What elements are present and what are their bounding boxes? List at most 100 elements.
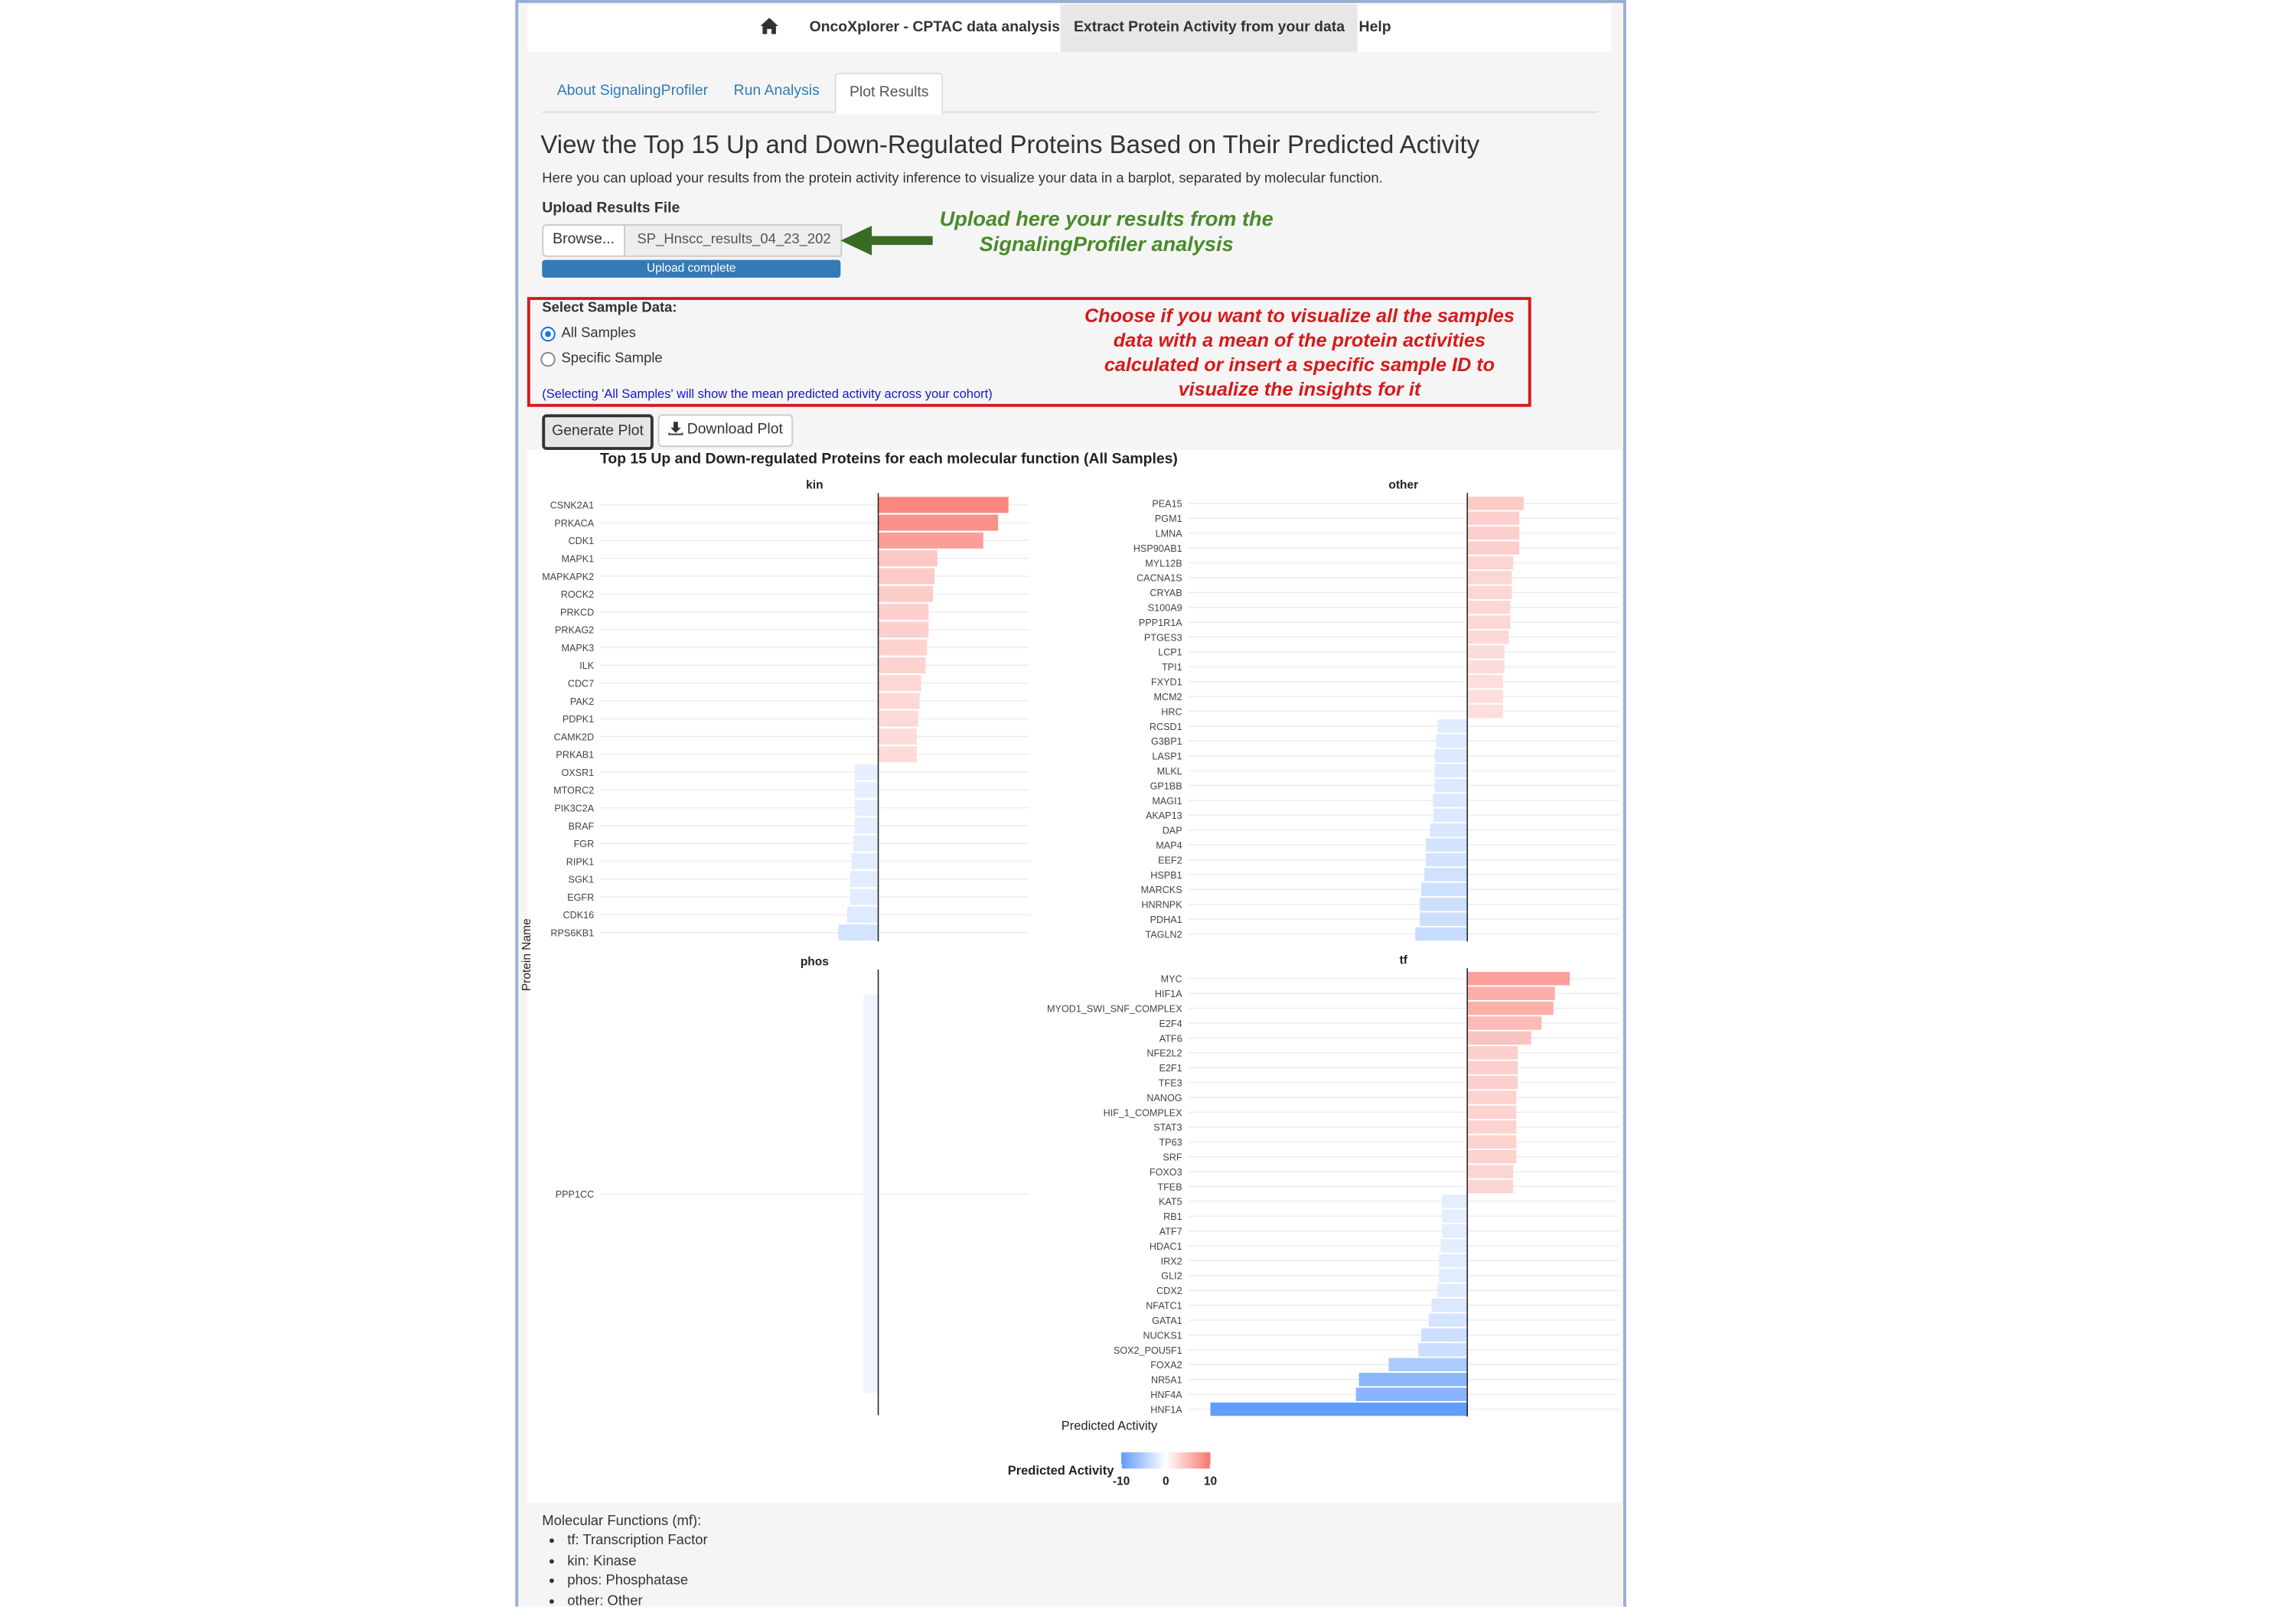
bar — [1424, 868, 1468, 882]
bar — [1467, 1061, 1518, 1074]
browse-button[interactable]: Browse... — [542, 224, 625, 257]
colorbar-tick-label: 0 — [1163, 1475, 1169, 1488]
y-tick-label: PRKACA — [554, 518, 594, 529]
y-tick-label: CDK16 — [563, 910, 595, 921]
generate-button[interactable]: Generate Plot — [542, 414, 654, 450]
footer-item: phos: Phosphatase — [567, 1571, 707, 1591]
y-tick-label: MCM2 — [1153, 692, 1182, 702]
bar — [846, 906, 879, 923]
bar — [1467, 1135, 1517, 1149]
y-tick-label: FOXA2 — [1150, 1360, 1182, 1371]
radio-label[interactable]: Specific Sample — [561, 350, 663, 367]
y-tick-label: MARCKS — [1141, 885, 1182, 895]
y-tick-label: TAGLN2 — [1146, 929, 1182, 940]
y-tick-label: DAP — [1163, 826, 1182, 836]
bar — [878, 639, 928, 656]
facet-label: other — [1388, 478, 1418, 491]
radio-button[interactable] — [540, 326, 556, 342]
y-tick-label: TPI1 — [1162, 662, 1182, 673]
y-tick-label: MLKL — [1157, 766, 1182, 777]
y-tick-label: TFEB — [1157, 1182, 1182, 1192]
y-tick-label: GATA1 — [1152, 1315, 1182, 1326]
file-name[interactable]: SP_Hnscc_results_04_23_202 — [624, 224, 843, 257]
sample-note: (Selecting 'All Samples' will show the m… — [542, 386, 993, 401]
y-tick-label: CAMK2D — [554, 732, 595, 742]
bar — [1467, 571, 1512, 585]
y-tick-label: SGK1 — [569, 875, 595, 885]
y-tick-label: OXSR1 — [561, 768, 594, 778]
y-tick-label: NFE2L2 — [1146, 1048, 1182, 1059]
y-tick-label: NR5A1 — [1151, 1375, 1182, 1386]
bar — [853, 835, 879, 852]
upload-progress: Upload complete — [542, 259, 841, 278]
bar — [838, 924, 879, 941]
colorbar-tick-label: -10 — [1113, 1475, 1130, 1488]
y-tick-label: RCSD1 — [1150, 722, 1182, 732]
bar — [1388, 1358, 1468, 1372]
y-tick-label: PPP1R1A — [1139, 618, 1182, 628]
y-tick-label: PIK3C2A — [554, 803, 594, 813]
bar — [1431, 1298, 1468, 1312]
y-tick-label: ILK — [579, 660, 595, 671]
y-tick-label: HIF_1_COMPLEX — [1104, 1107, 1183, 1118]
y-axis-title: Protein Name — [520, 918, 533, 991]
bar — [878, 532, 983, 549]
bar — [1418, 1343, 1468, 1357]
y-tick-label: LCP1 — [1158, 647, 1182, 658]
nav-item[interactable]: Help — [1358, 19, 1391, 36]
bar — [878, 746, 917, 763]
upload-label: Upload Results File — [542, 200, 680, 217]
tab[interactable]: Run Analysis — [733, 83, 820, 100]
bar — [1467, 497, 1524, 510]
bar — [1467, 600, 1511, 614]
nav-item[interactable]: OncoXplorer - CPTAC data analysis — [809, 19, 1061, 36]
bar — [878, 514, 999, 531]
y-tick-label: PDPK1 — [563, 714, 594, 725]
y-tick-label: MYL12B — [1145, 558, 1182, 569]
bar — [1420, 898, 1468, 911]
y-tick-label: S100A9 — [1148, 603, 1182, 614]
arrow — [840, 225, 933, 256]
bar — [878, 550, 938, 567]
bar — [1420, 912, 1468, 926]
bar — [1467, 1165, 1514, 1178]
bar — [878, 693, 920, 709]
y-tick-label: GP1BB — [1150, 781, 1182, 791]
plot-area — [527, 449, 1623, 1503]
bar — [878, 604, 929, 620]
radio-button[interactable] — [540, 351, 556, 367]
y-tick-label: IRX2 — [1161, 1256, 1182, 1266]
y-tick-label: TP63 — [1159, 1137, 1182, 1148]
tab[interactable]: Plot Results — [834, 73, 944, 115]
home-icon[interactable] — [760, 18, 778, 34]
bar — [1436, 734, 1468, 748]
y-tick-label: FOXO3 — [1150, 1167, 1182, 1178]
y-tick-label: AKAP13 — [1146, 810, 1182, 821]
y-tick-label: PPP1CC — [556, 1189, 594, 1200]
y-tick-label: HNRNPK — [1141, 900, 1182, 911]
y-tick-label: E2F1 — [1159, 1063, 1182, 1074]
radio-label[interactable]: All Samples — [561, 324, 636, 342]
bar — [1467, 1075, 1518, 1090]
y-tick-label: HSPB1 — [1150, 870, 1182, 881]
bar — [1467, 704, 1503, 719]
y-tick-label: MAPK1 — [561, 553, 594, 564]
annotation: Choose if you want to visualize all the … — [1084, 305, 1515, 327]
bar — [1430, 823, 1468, 837]
bar — [1425, 852, 1468, 867]
bar — [1440, 1239, 1468, 1253]
nav-item[interactable]: Extract Protein Activity from your data — [1060, 4, 1358, 52]
bar — [878, 729, 917, 745]
y-tick-label: LMNA — [1156, 528, 1183, 539]
bar — [854, 781, 879, 798]
y-tick-label: EGFR — [567, 892, 594, 903]
footer-item: other: Other — [567, 1591, 707, 1606]
y-tick-label: ROCK2 — [561, 589, 594, 600]
y-tick-label: EEF2 — [1158, 855, 1182, 865]
download-button[interactable]: Download Plot — [657, 414, 794, 448]
y-tick-label: BRAF — [569, 821, 595, 832]
y-tick-label: HNF4A — [1150, 1390, 1182, 1400]
y-tick-label: MYOD1_SWI_SNF_COMPLEX — [1047, 1003, 1182, 1014]
y-tick-label: ATF6 — [1159, 1033, 1182, 1044]
tab[interactable]: About SignalingProfiler — [556, 83, 709, 100]
